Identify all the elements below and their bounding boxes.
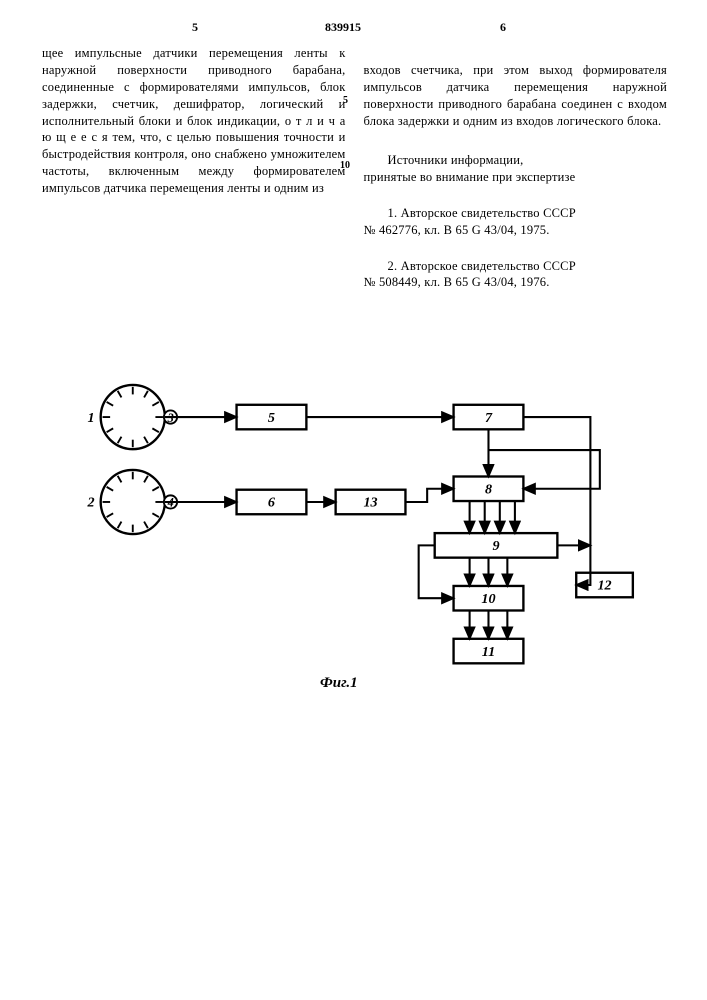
sources-heading: Источники информации, принятые во вниман… [364,152,668,186]
figure-diagram: 13245613789101112 [62,355,647,715]
block-label-9: 9 [492,538,499,554]
source-1: 1. Авторское свидетельство СССР № 462776… [364,205,668,239]
block-label-12: 12 [597,578,611,594]
wire-6 [523,417,590,585]
dial-label-1: 1 [87,410,94,426]
source-2: 2. Авторское свидетельство СССР № 508449… [364,258,668,292]
document-number: 839915 [325,20,361,35]
figure-label: Фиг.1 [320,675,358,692]
dial-1 [101,385,165,449]
dial-label-2: 2 [86,495,94,511]
block-label-5: 5 [268,410,275,426]
block-label-6: 6 [268,495,276,511]
block-label-11: 11 [482,644,495,660]
right-column: входов счетчика, при этом выход формиров… [364,45,668,308]
wire-4 [405,489,453,502]
block-label-13: 13 [363,495,377,511]
left-column-text: щее импульсные датчики перемещения ленты… [42,45,346,308]
page-number-left: 5 [192,20,198,35]
block-label-7: 7 [485,410,493,426]
right-column-text: входов счетчика, при этом выход формиров… [364,63,668,128]
page-number-right: 6 [500,20,506,35]
text-body: щее импульсные датчики перемещения ленты… [42,45,667,308]
dial-2 [101,470,165,534]
block-label-8: 8 [485,481,492,497]
block-label-10: 10 [481,591,495,607]
